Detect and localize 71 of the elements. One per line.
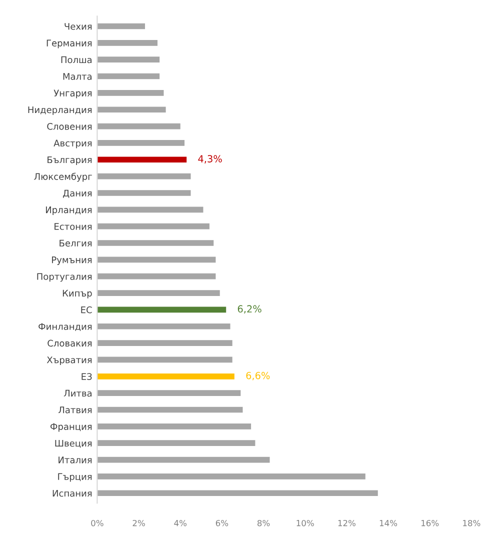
y-tick-label: Нидерландия <box>28 106 92 115</box>
y-tick-label: Полша <box>61 56 92 64</box>
bar <box>97 474 366 480</box>
bar <box>97 440 256 446</box>
bar <box>97 140 185 146</box>
x-tick-label: 10% <box>296 520 314 526</box>
bar <box>97 106 166 113</box>
data-label: 6,2% <box>238 305 262 314</box>
x-tick-label: 6% <box>216 520 228 526</box>
y-tick-label: Словакия <box>48 340 92 347</box>
bar <box>97 490 378 496</box>
bar <box>97 273 216 280</box>
y-tick-label: Финландия <box>38 323 92 332</box>
x-tick-label: 8% <box>257 520 270 526</box>
bar <box>97 306 226 313</box>
bar <box>97 56 160 62</box>
bar <box>97 23 146 30</box>
y-tick-label: ЕЗ <box>82 373 92 380</box>
bar <box>97 290 220 296</box>
y-tick-label: Швеция <box>55 440 92 448</box>
y-tick-label: Словения <box>47 123 92 130</box>
data-label: 6,6% <box>246 372 270 380</box>
x-tick-label: 2% <box>132 520 145 526</box>
y-tick-label: Латвия <box>58 406 92 414</box>
y-tick-label: Люксембург <box>34 172 92 182</box>
bar <box>97 40 158 46</box>
x-tick-label: 18% <box>463 520 480 526</box>
x-tick-label: 0% <box>91 520 104 526</box>
bar <box>97 390 241 396</box>
bar <box>97 123 180 130</box>
y-tick-label: Франция <box>50 423 92 432</box>
bar <box>97 356 232 363</box>
y-tick-label: Естония <box>54 223 92 230</box>
x-tick-label: 12% <box>338 520 356 526</box>
y-tick-label: Германия <box>46 40 92 48</box>
bar <box>97 373 234 380</box>
y-tick-label: Гърция <box>58 473 92 482</box>
x-tick-label: 14% <box>380 520 398 526</box>
bar <box>97 156 187 163</box>
x-tick-label: 4% <box>174 520 187 526</box>
bar <box>97 90 164 96</box>
bar <box>97 406 243 413</box>
bar <box>97 323 230 330</box>
bar <box>97 340 232 346</box>
bar <box>97 73 160 80</box>
bar <box>97 223 210 230</box>
bar <box>97 173 191 180</box>
y-tick-label: Дания <box>63 190 92 198</box>
bar <box>97 240 214 246</box>
bar <box>97 424 252 430</box>
bar <box>97 190 191 196</box>
bar <box>97 256 216 263</box>
y-tick-label: Кипър <box>62 290 92 298</box>
y-tick-label: Белгия <box>60 240 92 247</box>
y-tick-label: Испания <box>52 490 92 497</box>
y-tick-label: Литва <box>64 390 92 397</box>
y-tick-label: Италия <box>58 456 92 464</box>
y-tick-label: Хърватия <box>46 356 92 366</box>
y-tick-label: Румъния <box>52 256 92 265</box>
y-tick-label: Унгария <box>54 90 92 98</box>
y-tick-label: Австрия <box>54 140 92 148</box>
y-tick-label: Малта <box>63 73 92 80</box>
y-tick-label: Чехия <box>64 23 92 30</box>
y-tick-label: България <box>48 156 92 165</box>
bar <box>97 206 204 213</box>
y-tick-label: Португалия <box>37 273 92 282</box>
data-label: 4,3% <box>198 155 222 164</box>
y-tick-label: Ирландия <box>46 206 92 215</box>
bar <box>97 456 270 463</box>
y-tick-label: ЕС <box>81 306 92 314</box>
x-tick-label: 16% <box>421 520 439 526</box>
